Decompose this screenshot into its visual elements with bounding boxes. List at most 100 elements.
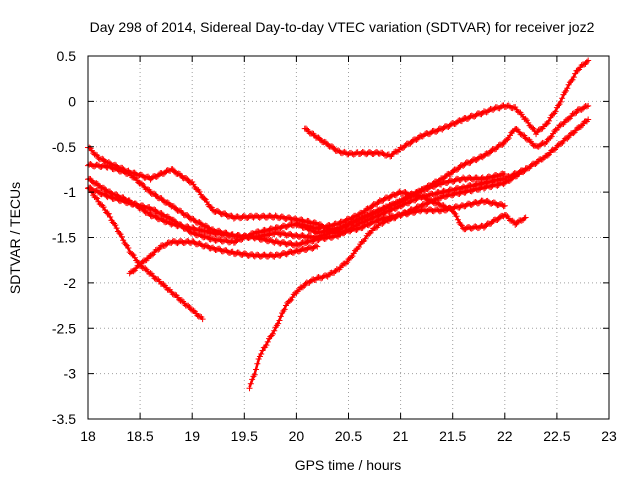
data-point	[344, 259, 351, 266]
data-point	[92, 151, 99, 158]
data-point	[139, 258, 146, 265]
data-point	[147, 176, 154, 183]
x-tick-label: 23	[601, 428, 617, 444]
data-point	[430, 198, 437, 205]
data-point	[288, 296, 295, 303]
data-point	[517, 131, 524, 138]
data-point	[184, 225, 191, 232]
series-track-7	[246, 116, 592, 392]
data-point	[565, 81, 572, 88]
data-point	[578, 106, 585, 113]
data-point	[578, 62, 585, 69]
data-point	[310, 276, 317, 283]
data-point	[158, 195, 165, 202]
data-point	[500, 203, 507, 210]
x-tick-label: 19.5	[231, 428, 258, 444]
data-point	[523, 117, 530, 124]
data-point	[440, 202, 447, 209]
x-axis-label: GPS time / hours	[295, 457, 402, 473]
data-point	[92, 194, 99, 201]
data-point	[249, 376, 256, 383]
data-point	[121, 240, 128, 247]
data-point	[387, 216, 394, 223]
data-point	[148, 252, 155, 259]
data-point	[207, 204, 214, 211]
data-point	[146, 253, 153, 260]
data-point	[520, 131, 527, 138]
data-point	[322, 272, 329, 279]
series-track-9	[293, 102, 592, 237]
x-tick-label: 19	[184, 428, 200, 444]
data-point	[569, 110, 576, 117]
data-point	[583, 58, 590, 65]
data-point	[513, 125, 520, 132]
data-point	[269, 330, 276, 337]
data-point	[529, 124, 536, 131]
data-point	[396, 199, 403, 206]
data-point	[341, 230, 348, 237]
data-point	[555, 102, 562, 109]
data-point	[194, 312, 201, 319]
data-point	[155, 246, 162, 253]
data-point	[518, 217, 525, 224]
y-tick-label: -3.5	[52, 411, 76, 427]
data-point	[95, 155, 102, 162]
data-point	[352, 218, 359, 225]
data-point	[366, 230, 373, 237]
data-point	[258, 351, 265, 358]
data-point	[201, 195, 208, 202]
data-point	[348, 254, 355, 261]
data-point	[556, 122, 563, 129]
data-point	[543, 121, 550, 128]
data-point	[310, 227, 317, 234]
data-point	[563, 87, 570, 94]
series-track-8	[301, 57, 592, 160]
data-point	[349, 253, 356, 260]
data-point	[190, 307, 197, 314]
x-tick-label: 18.5	[126, 428, 153, 444]
x-tick-label: 20.5	[335, 428, 362, 444]
data-point	[203, 198, 210, 205]
data-point	[552, 108, 559, 115]
data-point	[447, 170, 454, 177]
data-point	[514, 108, 521, 115]
series-track-6	[126, 237, 321, 277]
data-point	[559, 95, 566, 102]
data-point	[147, 270, 154, 277]
data-point	[197, 313, 204, 320]
data-point	[546, 117, 553, 124]
data-point	[520, 169, 527, 176]
data-point	[549, 130, 556, 137]
data-point	[246, 385, 253, 392]
data-point	[96, 200, 103, 207]
data-point	[86, 185, 93, 192]
data-point	[129, 250, 136, 257]
data-point	[548, 133, 555, 140]
series-track-5	[85, 185, 206, 323]
data-point	[572, 70, 579, 77]
data-point	[494, 217, 501, 224]
data-point	[518, 111, 525, 118]
data-point	[267, 333, 274, 340]
data-point	[573, 109, 580, 116]
data-point	[436, 195, 443, 202]
data-point	[379, 220, 386, 227]
y-axis-label: SDTVAR / TECUs	[7, 182, 23, 294]
data-point	[114, 228, 121, 235]
data-point	[350, 250, 357, 257]
data-point	[551, 127, 558, 134]
data-point	[184, 212, 191, 219]
x-tick-label: 21	[393, 428, 409, 444]
data-point	[449, 208, 456, 215]
data-point	[130, 252, 137, 259]
data-point	[439, 126, 446, 133]
data-point	[561, 89, 568, 96]
data-point	[380, 151, 387, 158]
data-point	[581, 61, 588, 68]
y-axis-ticks: 0.5 0 -0.5 -1 -1.5 -2 -2.5 -3 -3.5	[52, 48, 609, 427]
data-point	[264, 338, 271, 345]
y-tick-label: -1.5	[52, 230, 76, 246]
data-point	[254, 360, 261, 367]
y-tick-label: -2.5	[52, 320, 76, 336]
data-point	[535, 126, 542, 133]
